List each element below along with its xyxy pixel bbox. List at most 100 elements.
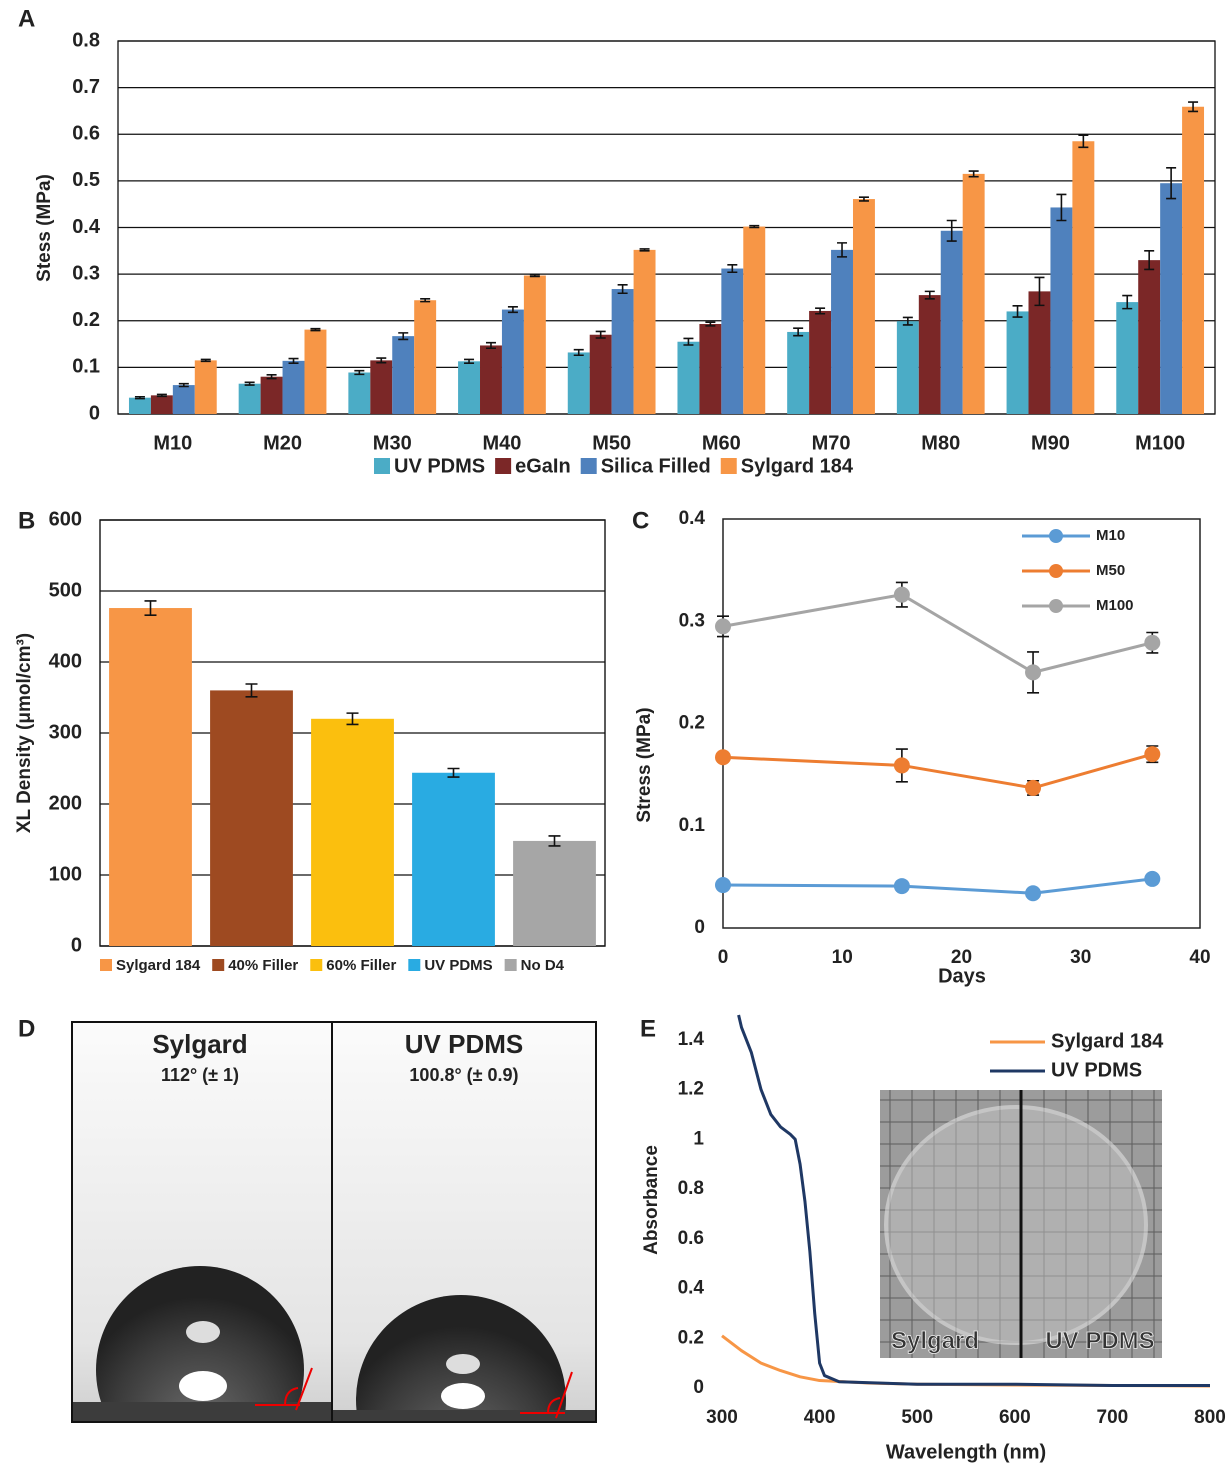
y-tick-label: 0.7: [72, 76, 100, 98]
legend-label: No D4: [521, 957, 565, 974]
x-axis-label: Days: [938, 965, 986, 987]
x-tick-label: M60: [702, 432, 741, 454]
y-tick-label: 200: [49, 792, 82, 814]
point: [893, 878, 910, 895]
error-bar: [1034, 276, 1045, 307]
bar: [304, 329, 327, 414]
inset-label: Sylgard: [891, 1327, 979, 1354]
x-tick-label: M100: [1135, 432, 1185, 454]
droplet-image: [72, 1266, 332, 1422]
bar: [1006, 311, 1029, 414]
error-bar: [288, 357, 299, 364]
error-bar: [376, 357, 387, 364]
bar: [896, 321, 919, 414]
bar: [1182, 106, 1205, 415]
bar: [1028, 291, 1051, 414]
y-tick-label: 600: [49, 508, 82, 530]
error-bar: [1188, 101, 1199, 113]
error-bar: [245, 683, 258, 698]
bar: [150, 395, 173, 414]
point: [1025, 664, 1042, 681]
chart-panel: C 0 0.1 0.2 0.3 0.4 Stress (MPa) 0 10 20 30 40 Days M…: [632, 507, 1211, 987]
y-axis-label: Stress (MPa): [634, 707, 655, 822]
bar: [852, 199, 875, 414]
bar: [1160, 183, 1183, 414]
bar: [787, 331, 810, 414]
contact-angle: 112° (± 1): [161, 1065, 239, 1085]
bar: [501, 309, 524, 414]
bar: [1138, 260, 1161, 414]
y-tick-label: 100: [49, 863, 82, 885]
error-bar: [639, 248, 650, 252]
droplet-image: [332, 1295, 596, 1422]
legend-label: M50: [1096, 562, 1125, 579]
x-tick-label: 400: [804, 1407, 836, 1428]
y-tick-label: 0.1: [72, 356, 100, 378]
y-tick-label: 0.3: [72, 262, 100, 284]
legend-swatch: [495, 458, 512, 474]
legend-label: M10: [1096, 527, 1125, 544]
error-bar: [144, 600, 157, 616]
bar: [282, 360, 305, 414]
x-tick-label: 700: [1097, 1407, 1129, 1428]
error-bar: [310, 327, 321, 332]
y-tick-label: 1: [693, 1128, 704, 1149]
legend-label: Sylgard 184: [741, 455, 854, 477]
bar: [109, 608, 192, 946]
plot-frame: [722, 518, 1201, 929]
bar: [194, 360, 217, 414]
error-bar: [178, 382, 189, 388]
bar: [458, 361, 481, 414]
error-bar: [617, 284, 628, 295]
error-bar: [749, 224, 760, 229]
bar: [513, 840, 596, 946]
error-bar: [354, 369, 365, 376]
error-bar: [244, 381, 255, 386]
x-tick-label: M50: [592, 432, 631, 454]
legend-marker: [1049, 529, 1063, 543]
bar: [260, 376, 283, 414]
x-tick-label: M90: [1031, 432, 1070, 454]
line: [737, 1014, 1210, 1388]
bar: [831, 249, 853, 414]
image-title: UV PDMS: [405, 1029, 523, 1059]
legend-marker: [1049, 599, 1063, 613]
y-tick-label: 0.4: [679, 508, 706, 529]
y-axis-label: Absorbance: [641, 1145, 662, 1255]
error-bar: [705, 321, 716, 327]
x-tick-label: 40: [1189, 947, 1210, 968]
error-bar: [346, 712, 359, 726]
point: [1025, 885, 1042, 902]
bar: [311, 718, 394, 946]
point: [715, 877, 731, 894]
legend-swatch: [100, 959, 112, 971]
error-bar: [507, 305, 518, 314]
x-tick-label: 0: [718, 947, 729, 968]
error-bar: [946, 219, 957, 242]
x-tick-label: 600: [999, 1407, 1031, 1428]
legend-label: Sylgard 184: [116, 957, 201, 974]
point: [893, 586, 910, 603]
bar: [1050, 207, 1073, 414]
bar: [721, 268, 744, 414]
bar: [128, 397, 151, 414]
point: [1144, 746, 1161, 763]
bar: [589, 334, 612, 414]
panel-label: E: [640, 1015, 656, 1042]
error-bar: [1166, 167, 1177, 200]
legend-marker: [1049, 564, 1063, 578]
y-tick-label: 0.6: [72, 123, 100, 145]
error-bar: [1144, 250, 1155, 271]
error-bar: [837, 242, 848, 258]
panel-label: D: [18, 1015, 35, 1042]
chart-panel: A 0 0.1 0.2 0.3 0.4 0.5 0.6 0.7 0.8 Stess (MPa) M10…: [18, 5, 1216, 477]
error-bar: [447, 767, 460, 778]
error-bar: [200, 358, 211, 363]
bar: [918, 295, 941, 414]
error-bar: [134, 395, 145, 400]
legend-label: 60% Filler: [326, 957, 396, 974]
error-bar: [1122, 294, 1133, 310]
bar: [1116, 302, 1139, 414]
chart-panel: B 0 100 200 300 400 500 600 XL Density (μmol/cm³…: [14, 507, 606, 974]
y-tick-label: 500: [49, 579, 82, 601]
